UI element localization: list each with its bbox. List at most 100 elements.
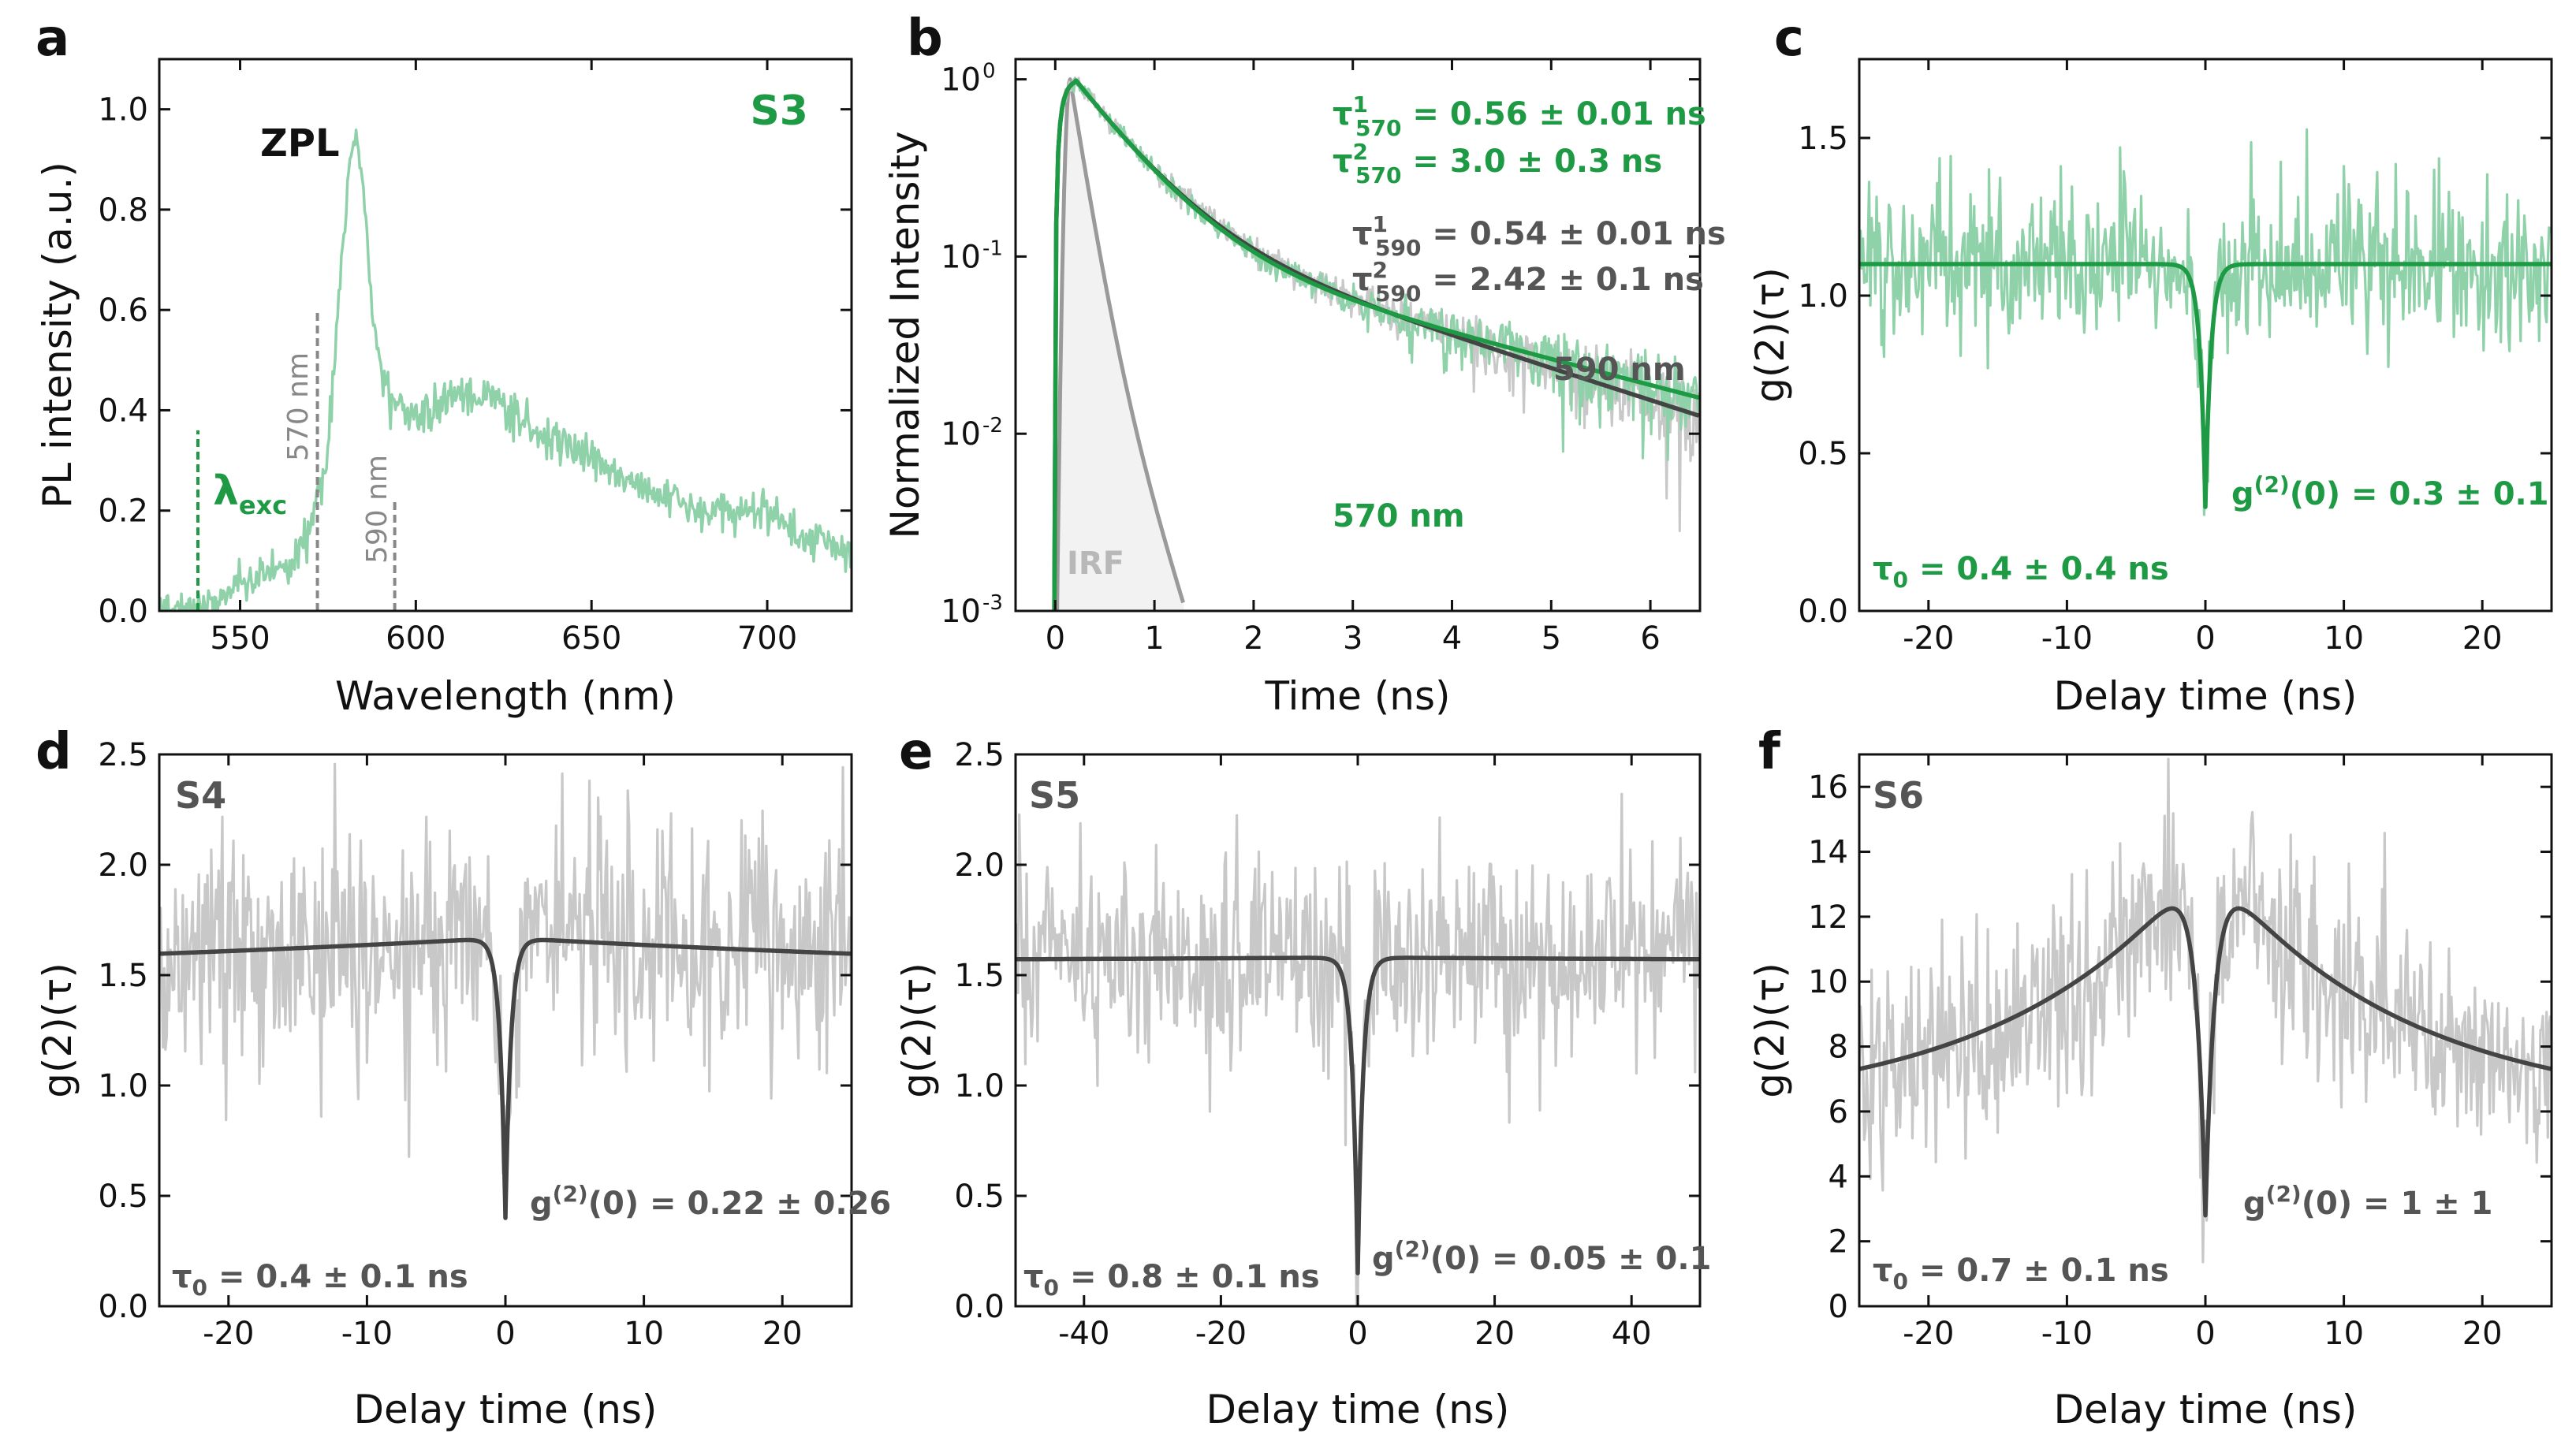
- x-tick-label: 10: [624, 1316, 664, 1352]
- panel-a-yticks: 0.0 0.2 0.4 0.6 0.8 1.0: [98, 92, 852, 630]
- panel-e-xlabel: Delay time (ns): [1206, 1387, 1510, 1432]
- x-tick-label: 0: [495, 1316, 515, 1352]
- tau2-590-text: τ2 590 = 2.42 ± 0.1 ns: [1352, 257, 1704, 307]
- panel-d-g2-zero: g(2)(0) = 0.22 ± 0.26: [530, 1181, 891, 1222]
- y-tick-label: 0.2: [98, 493, 148, 530]
- y-tick-label: 2.0: [98, 847, 148, 884]
- panel-d-yticks: 0.0 0.5 1.0 1.5 2.0 2.5: [98, 737, 852, 1325]
- panel-a-ylabel: PL intensity (a.u.): [35, 162, 80, 508]
- x-tick-label: 6: [1640, 620, 1660, 657]
- panel-e-yticks: 0.0 0.5 1.0 1.5 2.0 2.5: [954, 737, 1700, 1325]
- x-tick-label: -20: [203, 1316, 254, 1352]
- panel-a-xlabel: Wavelength (nm): [335, 673, 676, 719]
- panel-d: d -20 -10 0 10 20 0.0 0.5 1.0 1.5 2.0 2.5 Delay t…: [35, 723, 891, 1432]
- y-tick-label: 10: [941, 62, 981, 99]
- y-tick-label: 10: [941, 239, 981, 275]
- g2-fit-line: [159, 937, 852, 1220]
- y-tick-label: 16: [1808, 769, 1848, 806]
- x-tick-label: 2: [1243, 620, 1263, 657]
- marker-590-label: 590 nm: [361, 455, 393, 564]
- x-tick-label: -20: [1903, 620, 1954, 657]
- pl-spectrum-line: [159, 128, 852, 611]
- x-tick-label: 10: [2324, 620, 2364, 657]
- lifetime-annotations: τ1 570 = 0.56 ± 0.01 ns τ2 570 = 3.0 ± 0.3…: [1333, 91, 1726, 307]
- y-tick-label: 8: [1828, 1030, 1848, 1066]
- panel-d-letter: d: [35, 723, 72, 781]
- x-tick-label: -10: [2041, 620, 2093, 657]
- x-tick-label: 20: [762, 1316, 803, 1352]
- y-tick-label: 0.0: [1798, 594, 1848, 630]
- panel-c-yticks: 0.0 0.5 1.0 1.5: [1798, 121, 2552, 630]
- y-tick-label: 12: [1808, 899, 1848, 936]
- panel-f-yticks: 0 2 4 6 8 10 12 14 16: [1808, 769, 2552, 1325]
- y-tick-exponent: 0: [982, 60, 996, 84]
- panel-f-letter: f: [1758, 723, 1781, 781]
- y-tick-label: 6: [1828, 1094, 1848, 1130]
- x-tick-label: -20: [1195, 1316, 1247, 1352]
- y-tick-label: 0.5: [954, 1179, 1005, 1215]
- marker-570-label: 570 nm: [282, 352, 315, 461]
- y-tick-exponent: -2: [982, 414, 1003, 438]
- panel-e-xticks: -40 -20 0 20 40: [1058, 754, 1652, 1352]
- tau2-570-text: τ2 570 = 3.0 ± 0.3 ns: [1333, 139, 1662, 188]
- panel-c-letter: c: [1774, 9, 1804, 68]
- y-tick-label: 1.0: [98, 92, 148, 128]
- panel-b-letter: b: [907, 9, 943, 68]
- y-tick-label: 0.0: [98, 1289, 148, 1325]
- y-tick-label: 0.6: [98, 292, 148, 329]
- x-tick-label: 10: [2324, 1316, 2364, 1352]
- x-tick-label: 1: [1144, 620, 1164, 657]
- y-tick-label: 1.0: [954, 1068, 1005, 1104]
- y-tick-label: 10: [941, 416, 981, 452]
- panel-b-frame: [1014, 58, 1702, 613]
- x-tick-label: 0: [2195, 1316, 2215, 1352]
- y-tick-label: 1.0: [1798, 278, 1848, 315]
- panel-d-xlabel: Delay time (ns): [354, 1387, 658, 1432]
- y-tick-label: 1.5: [98, 958, 148, 994]
- y-tick-exponent: -1: [982, 236, 1003, 260]
- panel-c: c -20 -10 0 10 20 0.0 0.5 1.0 1.5 Delay time (n…: [1747, 9, 2553, 719]
- x-tick-label: 5: [1541, 620, 1561, 657]
- panel-c-xlabel: Delay time (ns): [2054, 673, 2358, 719]
- panel-c-tau0: τ0 = 0.4 ± 0.4 ns: [1873, 551, 2169, 593]
- tau1-570-text: τ1 570 = 0.56 ± 0.01 ns: [1333, 91, 1706, 141]
- zpl-label: ZPL: [260, 121, 340, 166]
- x-tick-label: 20: [1474, 1316, 1515, 1352]
- irf-fill: [1050, 79, 1184, 611]
- y-tick-label: 1.0: [98, 1068, 148, 1104]
- panel-d-ylabel: g(2)(τ): [35, 963, 80, 1098]
- panel-a: a 550 600 650 700 0.0 0.2 0.4 0.6 0.8 1.0 Wavele…: [35, 9, 853, 719]
- x-tick-label: -10: [341, 1316, 393, 1352]
- panel-d-tau0: τ0 = 0.4 ± 0.1 ns: [172, 1259, 468, 1301]
- panel-d-xticks: -20 -10 0 10 20: [203, 754, 803, 1352]
- x-tick-label: -40: [1058, 1316, 1109, 1352]
- panel-b-xlabel: Time (ns): [1264, 673, 1450, 719]
- x-tick-label: 20: [2462, 620, 2503, 657]
- panel-a-sample-label: S3: [750, 88, 808, 135]
- y-tick-label: 10: [1808, 964, 1848, 1000]
- panel-f-xlabel: Delay time (ns): [2054, 1387, 2358, 1432]
- y-tick-label: 14: [1808, 835, 1848, 871]
- x-tick-label: 0: [1348, 1316, 1367, 1352]
- tau1-590-text: τ1 590 = 0.54 ± 0.01 ns: [1352, 211, 1726, 261]
- panel-e-sample-label: S5: [1029, 774, 1080, 817]
- y-tick-label: 0.5: [98, 1179, 148, 1215]
- y-tick-label: 2.5: [98, 737, 148, 773]
- panel-f-sample-label: S6: [1873, 774, 1924, 817]
- panel-e: e -40 -20 0 20 40 0.0 0.5 1.0 1.5 2.0 2.5 Delay t…: [894, 723, 1711, 1432]
- y-tick-label: 2.5: [954, 737, 1005, 773]
- panel-a-frame: [158, 58, 853, 613]
- panel-a-xticks: 550 600 650 700: [210, 59, 797, 657]
- x-tick-label: 3: [1343, 620, 1363, 657]
- y-tick-label: 4: [1828, 1159, 1848, 1195]
- x-tick-label: 650: [561, 620, 621, 657]
- y-tick-label: 0.5: [1798, 436, 1848, 472]
- panel-c-ylabel: g(2)(τ): [1747, 267, 1793, 403]
- panel-e-tau0: τ0 = 0.8 ± 0.1 ns: [1023, 1259, 1320, 1301]
- y-tick-label: 0.0: [98, 594, 148, 630]
- label-irf: IRF: [1067, 546, 1124, 582]
- g2-fit-line: [1859, 262, 2552, 509]
- y-tick-label: 1.5: [954, 958, 1005, 994]
